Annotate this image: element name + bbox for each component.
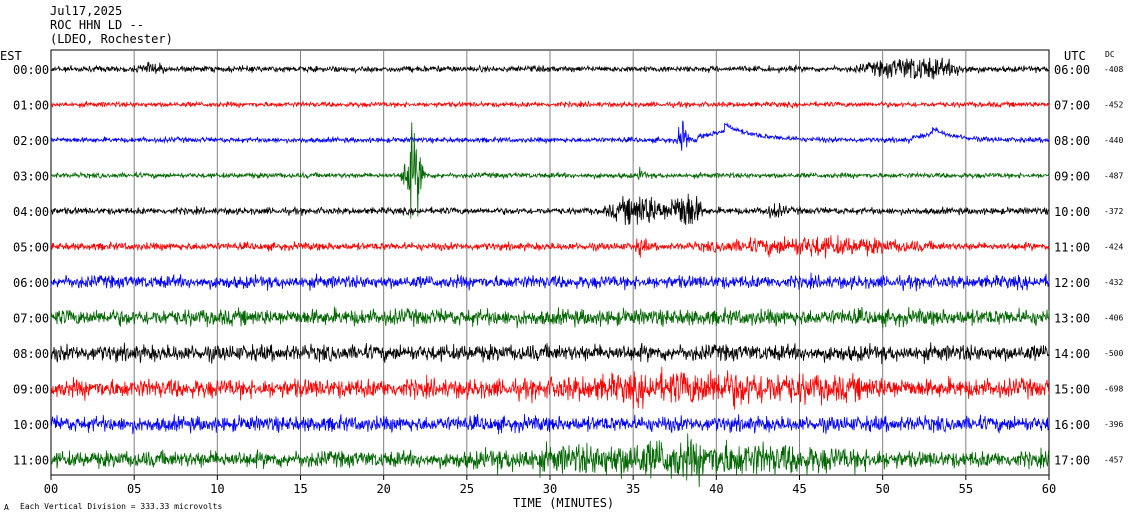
dc-offset-label: -406	[1104, 314, 1123, 323]
trace-line	[50, 122, 1050, 219]
dc-offset-label: -452	[1104, 101, 1123, 110]
utc-hour-label: 13:00	[1054, 312, 1090, 326]
scale-note: Each Vertical Division = 333.33 microvol…	[20, 502, 222, 511]
trace-line	[50, 100, 1050, 110]
dc-offset-label: -408	[1104, 65, 1123, 74]
utc-hour-label: 12:00	[1054, 276, 1090, 290]
trace-line	[50, 120, 1050, 151]
chart-grid	[50, 49, 1050, 476]
est-hour-label: 07:00	[13, 312, 49, 326]
dc-offset-label: -424	[1104, 243, 1123, 252]
x-tick-label: 00	[44, 482, 58, 496]
corner-mark: A	[4, 503, 9, 512]
est-hour-label: 04:00	[13, 205, 49, 219]
trace-line	[50, 413, 1050, 435]
trace-line	[50, 234, 1050, 259]
est-hour-label: 06:00	[13, 276, 49, 290]
trace-line	[50, 433, 1050, 488]
right-zone-label: UTC	[1064, 49, 1086, 63]
x-tick-label: 25	[460, 482, 474, 496]
network-label: (LDEO, Rochester)	[50, 32, 173, 46]
station-label: ROC HHN LD --	[50, 18, 144, 32]
utc-hour-label: 06:00	[1054, 63, 1090, 77]
x-axis: 00 05 10 15 20 25 30 35 40 45 50 55 60	[44, 475, 1056, 496]
trace-line	[50, 306, 1050, 329]
left-zone-label: EST	[0, 49, 22, 63]
utc-hour-label: 11:00	[1054, 241, 1090, 255]
est-hour-label: 00:00	[13, 63, 49, 77]
x-tick-label: 60	[1042, 482, 1056, 496]
utc-hour-label: 09:00	[1054, 170, 1090, 184]
est-hour-label: 02:00	[13, 134, 49, 148]
x-tick-label: 20	[376, 482, 390, 496]
x-tick-label: 50	[875, 482, 889, 496]
trace-line	[50, 272, 1050, 292]
utc-hour-label: 14:00	[1054, 347, 1090, 361]
trace-group	[50, 57, 1050, 488]
x-tick-label: 35	[626, 482, 640, 496]
dc-offset-label: -500	[1104, 349, 1123, 358]
x-tick-label: 10	[210, 482, 224, 496]
trace-line	[50, 366, 1050, 410]
est-hour-label: 10:00	[13, 418, 49, 432]
dc-offset-label: -372	[1104, 207, 1123, 216]
utc-hour-label: 10:00	[1054, 205, 1090, 219]
utc-hour-label: 17:00	[1054, 454, 1090, 468]
utc-hour-label: 07:00	[1054, 99, 1090, 113]
trace-line	[50, 57, 1050, 80]
x-tick-label: 45	[792, 482, 806, 496]
date-label: Jul17,2025	[50, 4, 123, 18]
dc-offset-label: -698	[1104, 385, 1123, 394]
est-hour-label: 01:00	[13, 99, 49, 113]
dc-header-label: DC	[1105, 50, 1115, 59]
utc-hour-label: 16:00	[1054, 418, 1090, 432]
x-tick-label: 40	[709, 482, 723, 496]
trace-line	[50, 342, 1050, 365]
utc-hour-label: 08:00	[1054, 134, 1090, 148]
est-hour-label: 05:00	[13, 241, 49, 255]
dc-offset-label: -457	[1104, 456, 1123, 465]
dc-offset-label: -396	[1104, 420, 1123, 429]
utc-hour-label: 15:00	[1054, 383, 1090, 397]
dc-offset-label: -487	[1104, 172, 1123, 181]
row-labels: 00:00 06:00 -408 01:00 07:00 -452 02:00 08:00 -4…	[13, 63, 1123, 468]
dc-offset-label: -440	[1104, 136, 1123, 145]
x-tick-label: 30	[543, 482, 557, 496]
x-tick-label: 05	[127, 482, 141, 496]
est-hour-label: 08:00	[13, 347, 49, 361]
dc-offset-label: -432	[1104, 278, 1123, 287]
est-hour-label: 03:00	[13, 170, 49, 184]
x-axis-title: TIME (MINUTES)	[513, 496, 614, 510]
est-hour-label: 11:00	[13, 454, 49, 468]
trace-line	[50, 193, 1050, 226]
est-hour-label: 09:00	[13, 383, 49, 397]
x-tick-label: 15	[293, 482, 307, 496]
x-tick-label: 55	[959, 482, 973, 496]
